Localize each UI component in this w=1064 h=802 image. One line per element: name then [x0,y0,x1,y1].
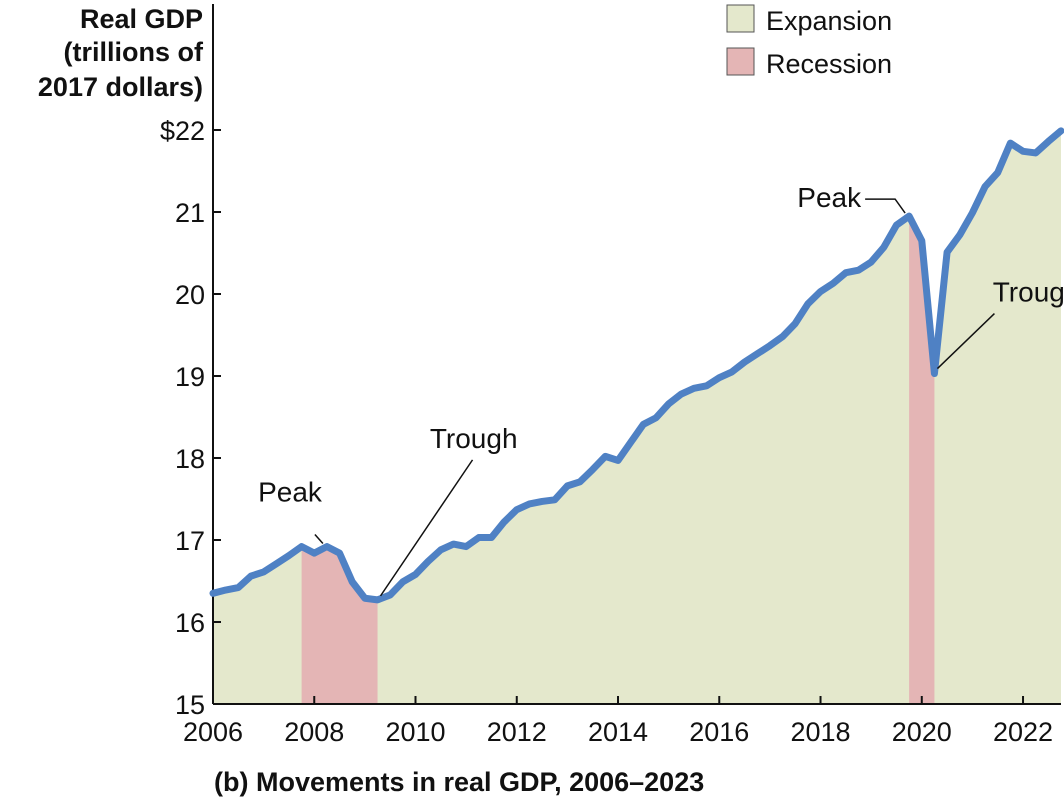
x-tick-label: 2010 [385,717,445,747]
annotation-trough: Trough [430,423,518,454]
legend-swatch-expansion [726,4,755,33]
annotation-leader-line [314,534,324,545]
legend-label-recession: Recession [766,49,892,79]
y-axis-label-line-1: Real GDP [80,4,203,34]
x-axis-ticks: 2006 2008 2010 2012 2014 2016 2018 2020 2022 [183,696,1053,747]
annotation-peak: Peak [797,182,862,213]
x-tick-label: 2016 [689,717,749,747]
chart-caption: (b) Movements in real GDP, 2006–2023 [214,767,704,797]
x-tick-label: 2012 [487,717,547,747]
y-tick-label: 18 [175,444,205,474]
y-tick-label: 17 [175,526,205,556]
y-tick-label: $22 [160,116,205,146]
y-axis-label-line-3: 2017 dollars) [38,72,203,102]
y-tick-label: 19 [175,362,205,392]
legend: Expansion Recession [726,4,892,79]
x-tick-label: 2008 [284,717,344,747]
x-tick-label: 2006 [183,717,243,747]
annotation-leader-line [865,198,906,214]
annotation-leader-line [936,313,995,370]
annotation-trough: Trough [993,277,1064,308]
x-tick-label: 2014 [588,717,648,747]
annotation-peak: Peak [258,477,323,508]
recession-band-2 [909,130,935,704]
x-tick-label: 2018 [790,717,850,747]
legend-swatch-recession [726,47,755,76]
y-tick-label: 15 [175,690,205,720]
y-tick-label: 21 [175,198,205,228]
legend-label-expansion: Expansion [766,6,892,36]
y-tick-label: 20 [175,280,205,310]
annotation-leader-line [379,459,474,597]
x-tick-label: 2022 [993,717,1053,747]
y-axis-label-line-2: (trillions of [64,37,204,67]
y-axis-ticks: 15 16 17 18 19 20 21 $22 [160,116,221,720]
annotations: Peak Trough Peak Trough [258,182,1064,597]
y-tick-label: 16 [175,608,205,638]
recession-band-1 [301,130,378,704]
gdp-series-line [209,127,1064,604]
x-tick-label: 2020 [892,717,952,747]
y-axis-label: Real GDP (trillions of 2017 dollars) [38,4,204,102]
